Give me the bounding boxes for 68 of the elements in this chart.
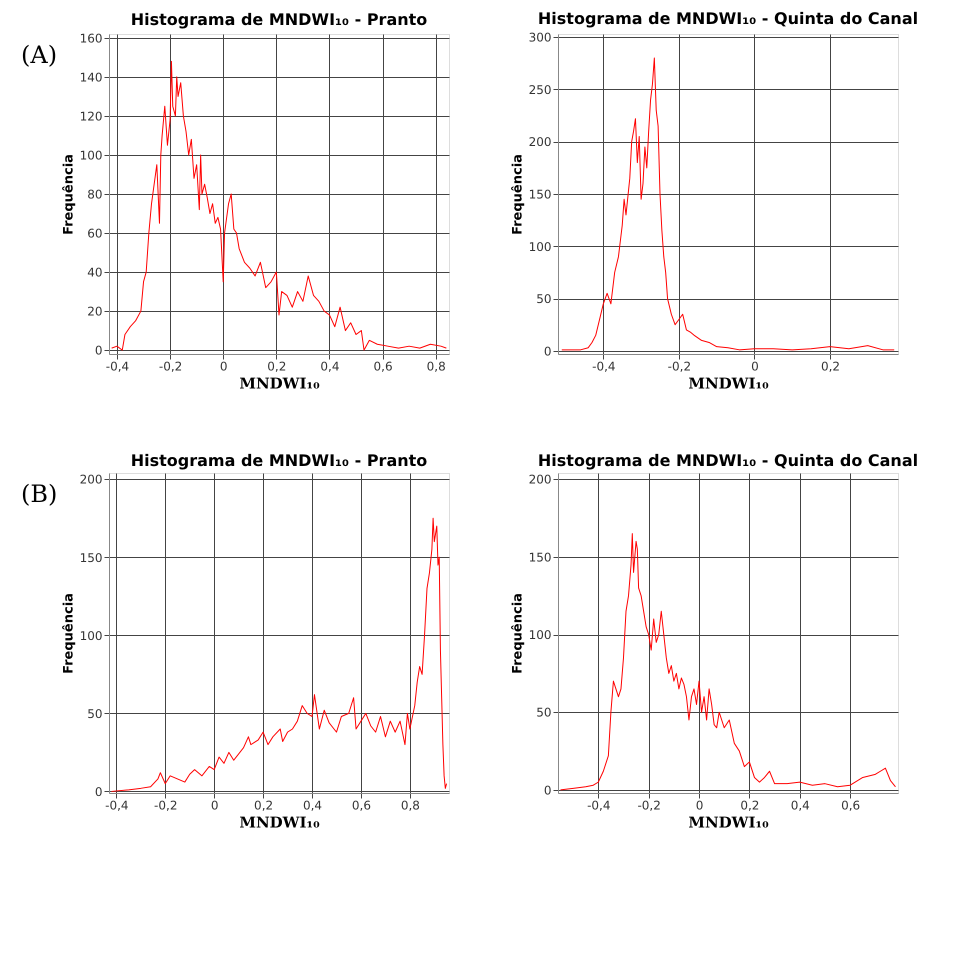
- x-axis-title: MNDWI₁₀: [239, 814, 320, 832]
- y-tick-label: 100: [528, 240, 552, 254]
- x-axis-title: MNDWI₁₀: [688, 814, 770, 832]
- y-tick-label: 200: [528, 472, 552, 487]
- chart-title: Histograma de MNDWI₁₀ - Quinta do Canal: [538, 9, 918, 28]
- x-tick-label: 0,2: [740, 798, 760, 812]
- x-tick-label: 0: [220, 360, 228, 374]
- x-tick-label: 0,4: [790, 798, 810, 812]
- y-tick-label: 0: [544, 783, 552, 798]
- x-tick-label: 0,2: [820, 360, 840, 374]
- x-tick-label: 0,8: [400, 798, 420, 812]
- text: (A): [21, 41, 58, 69]
- x-tick-label: 0: [751, 360, 759, 374]
- y-tick-label: 250: [528, 82, 552, 97]
- x-tick-label: 0,2: [254, 798, 274, 812]
- x-tick-label: -0,2: [637, 798, 661, 812]
- line-series: [561, 58, 895, 350]
- x-tick-label: -0,4: [587, 798, 611, 812]
- y-tick-label: 50: [536, 292, 552, 306]
- x-tick-label: -0,2: [158, 360, 182, 374]
- y-tick-label: 100: [80, 148, 102, 162]
- y-tick-label: 0: [544, 344, 552, 358]
- line-series: [110, 518, 448, 792]
- text: (B): [21, 480, 58, 508]
- chart-title: Histograma de MNDWI₁₀ - Pranto: [130, 451, 428, 470]
- x-tick-label: 0,4: [302, 798, 322, 812]
- x-tick-label: 0,2: [267, 360, 286, 374]
- chart-title: Histograma de MNDWI₁₀ - Pranto: [130, 10, 428, 29]
- y-tick-label: 160: [80, 31, 102, 46]
- y-tick-label: 80: [87, 188, 102, 202]
- x-tick-label: -0,4: [105, 798, 129, 812]
- y-tick-label: 150: [80, 550, 102, 565]
- y-tick-label: 150: [528, 550, 552, 564]
- y-tick-label: 40: [87, 266, 102, 280]
- y-tick-label: 120: [80, 109, 102, 124]
- y-tick-label: 60: [87, 226, 102, 241]
- x-tick-label: 0,8: [426, 360, 446, 374]
- x-tick-label: -0,4: [106, 360, 130, 374]
- y-axis-title: Frequência: [62, 593, 77, 674]
- y-tick-label: 0: [94, 784, 102, 799]
- x-tick-label: 0: [210, 798, 218, 812]
- y-axis-title: Frequência: [62, 154, 77, 235]
- y-tick-label: 300: [528, 30, 552, 45]
- y-tick-label: 200: [80, 472, 102, 487]
- x-tick-label: 0,4: [320, 360, 340, 374]
- y-axis-title: Frequência: [510, 154, 526, 235]
- line-series: [111, 60, 447, 351]
- x-tick-label: -0,4: [592, 360, 616, 374]
- y-tick-label: 200: [528, 135, 552, 150]
- x-axis-title: MNDWI₁₀: [688, 374, 770, 392]
- y-tick-label: 100: [80, 628, 102, 643]
- x-tick-label: 0: [696, 798, 704, 812]
- x-tick-label: 0,6: [352, 798, 371, 812]
- x-tick-label: 0,6: [841, 798, 860, 812]
- y-tick-label: 50: [87, 706, 102, 721]
- line-series: [560, 533, 896, 790]
- y-tick-label: 20: [87, 304, 102, 319]
- y-tick-label: 50: [536, 706, 552, 720]
- x-tick-label: 0,6: [374, 360, 393, 374]
- y-tick-label: 150: [528, 188, 552, 202]
- y-tick-label: 0: [94, 344, 102, 358]
- y-tick-label: 140: [80, 70, 102, 84]
- x-tick-label: -0,2: [668, 360, 692, 374]
- y-tick-label: 100: [528, 628, 552, 642]
- y-axis-title: Frequência: [510, 593, 526, 674]
- chart-title: Histograma de MNDWI₁₀ - Quinta do Canal: [538, 451, 918, 470]
- x-tick-label: -0,2: [154, 798, 178, 812]
- x-axis-title: MNDWI₁₀: [239, 374, 320, 392]
